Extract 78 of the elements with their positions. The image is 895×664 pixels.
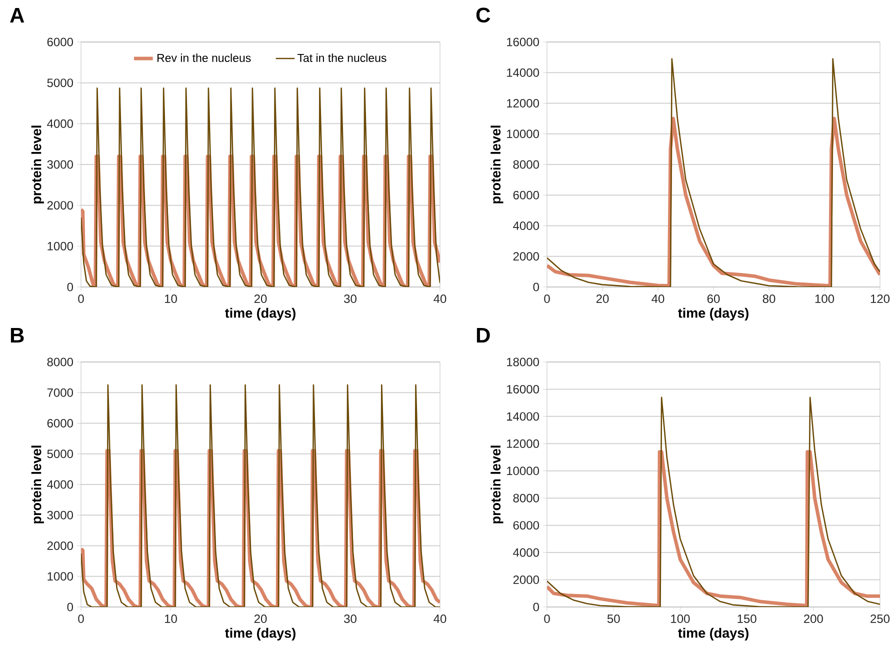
y-tick-label: 12000 <box>507 99 539 108</box>
legend-label: Rev in the nucleus <box>157 54 251 62</box>
y-tick-label: 6000 <box>47 38 74 46</box>
x-tick-label: 150 <box>738 614 756 624</box>
x-axis-title: time (days) <box>225 628 296 640</box>
y-tick-label: 6000 <box>513 190 539 200</box>
x-tick-label: 200 <box>804 614 823 624</box>
x-tick-label: 30 <box>344 614 356 624</box>
x-tick-label: 100 <box>815 294 834 304</box>
x-tick-label: 40 <box>434 614 446 624</box>
x-tick-label: 50 <box>607 614 620 624</box>
line-series <box>81 384 440 607</box>
x-tick-label: 250 <box>870 614 890 624</box>
y-tick-label: 5000 <box>47 78 74 88</box>
y-tick-label: 16000 <box>507 38 539 46</box>
x-tick-label: 40 <box>652 294 664 304</box>
y-axis-title: protein level <box>490 446 504 524</box>
x-tick-label: 40 <box>434 294 446 304</box>
x-axis-title: time (days) <box>678 628 748 640</box>
y-tick-label: 14000 <box>507 412 539 421</box>
x-tick-label: 0 <box>78 294 84 304</box>
y-tick-label: 8000 <box>513 494 539 502</box>
x-tick-label: 0 <box>78 614 84 624</box>
x-tick-label: 0 <box>544 294 550 304</box>
y-tick-label: 16000 <box>507 384 539 394</box>
y-tick-label: 12000 <box>507 439 539 448</box>
x-tick-label: 20 <box>596 294 609 304</box>
y-tick-label: 2000 <box>47 201 74 210</box>
line-series <box>547 396 880 607</box>
y-tick-label: 1000 <box>48 242 74 250</box>
chart-title: C <box>476 8 490 22</box>
y-tick-label: 3000 <box>47 160 74 169</box>
legend-label: Tat in the nucleus <box>297 54 386 62</box>
y-tick-label: 4000 <box>47 119 74 128</box>
y-tick-label: 3000 <box>47 510 74 520</box>
y-axis-title: protein level <box>31 126 44 204</box>
x-tick-label: 30 <box>344 294 356 304</box>
x-tick-label: 20 <box>254 294 267 304</box>
line-series <box>547 450 880 607</box>
y-tick-label: 5000 <box>47 450 74 458</box>
y-tick-label: 14000 <box>507 68 539 77</box>
x-tick-label: 20 <box>254 614 267 624</box>
y-axis-title: protein level <box>31 446 44 524</box>
y-tick-label: 4000 <box>47 480 74 489</box>
chart-title: D <box>476 328 490 342</box>
x-tick-label: 100 <box>671 614 690 624</box>
x-tick-label: 10 <box>164 614 177 624</box>
x-tick-label: 60 <box>707 294 720 304</box>
y-tick-label: 18000 <box>507 358 539 366</box>
y-axis-title: protein level <box>490 126 504 204</box>
x-tick-label: 10 <box>164 294 177 304</box>
y-tick-label: 2000 <box>513 252 539 261</box>
y-tick-label: 1000 <box>48 572 74 581</box>
chart-title: B <box>10 328 24 342</box>
y-tick-label: 0 <box>67 602 74 612</box>
y-tick-label: 2000 <box>47 541 74 550</box>
y-tick-label: 4000 <box>513 221 539 230</box>
line-series <box>547 116 880 287</box>
y-tick-label: 0 <box>533 602 540 612</box>
y-tick-label: 7000 <box>47 388 74 397</box>
y-tick-label: 8000 <box>513 160 539 169</box>
y-tick-label: 6000 <box>47 418 74 428</box>
y-tick-label: 8000 <box>47 358 74 366</box>
y-tick-label: 10000 <box>507 466 539 476</box>
x-axis-title: time (days) <box>225 308 296 320</box>
y-tick-label: 0 <box>67 282 74 292</box>
y-tick-label: 0 <box>533 282 540 292</box>
y-tick-label: 10000 <box>507 130 539 138</box>
y-tick-label: 4000 <box>513 548 539 557</box>
x-tick-label: 120 <box>870 294 890 304</box>
line-series <box>547 58 880 287</box>
x-tick-label: 0 <box>544 614 550 624</box>
chart-title: A <box>10 8 24 22</box>
y-tick-label: 2000 <box>513 576 539 584</box>
y-tick-label: 6000 <box>513 521 539 530</box>
line-series <box>81 87 440 287</box>
x-axis-title: time (days) <box>678 308 748 320</box>
x-tick-label: 80 <box>762 294 776 304</box>
